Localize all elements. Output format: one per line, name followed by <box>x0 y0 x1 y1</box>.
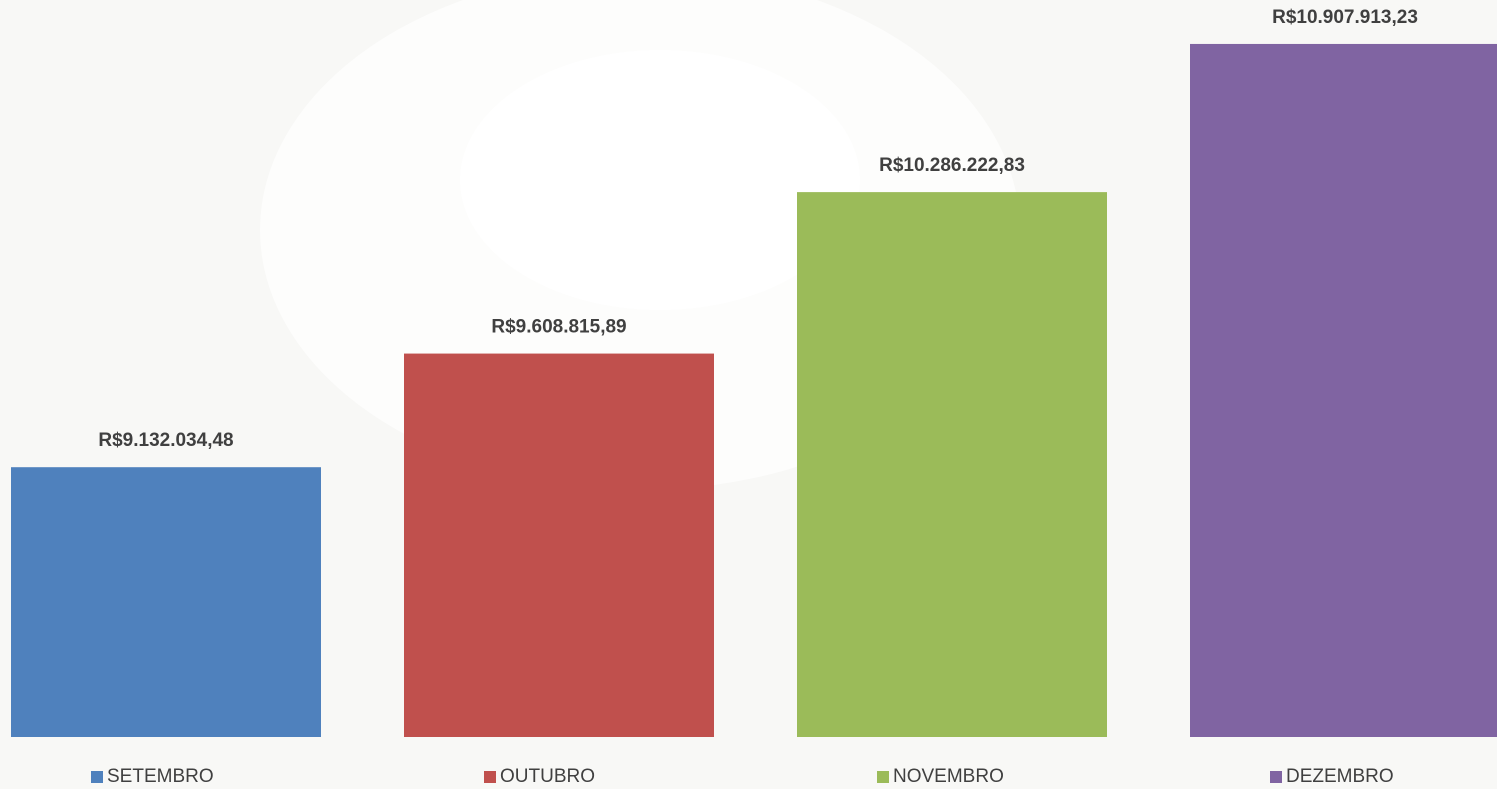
bar <box>404 353 714 737</box>
legend-swatch <box>1270 771 1282 783</box>
legend-label: OUTUBRO <box>500 766 595 787</box>
value-label: R$9.132.034,48 <box>98 430 233 451</box>
legend-label: SETEMBRO <box>107 766 214 787</box>
bar <box>1190 43 1497 738</box>
legend-label: DEZEMBRO <box>1286 766 1394 787</box>
legend-swatch <box>484 771 496 783</box>
bar <box>797 192 1107 738</box>
legend-swatch <box>877 771 889 783</box>
legend-label: NOVEMBRO <box>893 766 1004 787</box>
background-shape <box>460 50 860 310</box>
legend-swatch <box>91 771 103 783</box>
value-label: R$9.608.815,89 <box>491 317 626 338</box>
bar <box>11 467 321 737</box>
value-label: R$10.286.222,83 <box>879 155 1025 176</box>
value-label: R$10.907.913,23 <box>1272 7 1418 28</box>
